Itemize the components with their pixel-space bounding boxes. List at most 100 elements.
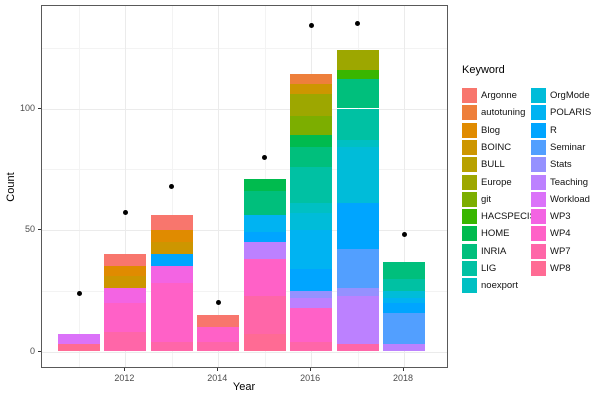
gridline-x-major [218, 6, 220, 367]
legend-swatch-Argonne [462, 88, 477, 103]
bar-segment-2016-git [290, 115, 333, 136]
legend-label: Europe [481, 176, 512, 188]
bar-segment-2018-OrgMode [383, 290, 425, 299]
data-point-2014 [215, 300, 221, 306]
bar-segment-2018-POLARIS [383, 298, 425, 303]
legend-swatch-BOINC [462, 139, 477, 155]
data-point-2012 [122, 210, 128, 216]
y-tick-mark [38, 107, 41, 109]
x-tick-mark [217, 368, 219, 371]
gridline-x-minor [79, 6, 80, 367]
bar-segment-2017-Teaching [336, 295, 379, 345]
bar-segment-2013-Blog [150, 230, 193, 243]
bar-segment-2015-HOME [243, 178, 286, 192]
legend-swatch-WP7 [531, 243, 546, 259]
legend-label: Teaching [550, 176, 589, 188]
legend-label: INRIA [481, 245, 507, 257]
bar-segment-2016-noexport [290, 203, 333, 213]
legend-swatch-noexport [462, 278, 477, 294]
legend-label: noexport [481, 280, 518, 292]
legend-swatch-HOME [462, 226, 477, 242]
bar-segment-2015-INRIA [243, 191, 286, 216]
legend-label: BOINC [481, 141, 512, 153]
bar-segment-2018-LIG [383, 278, 425, 291]
legend-swatch-BULL [462, 157, 477, 173]
legend-swatch-WP8 [531, 261, 546, 276]
x-tick-label: 2018 [392, 373, 414, 383]
x-tick-mark [124, 368, 126, 371]
bar-segment-2016-HOME [290, 135, 333, 148]
bar-segment-2016-WP7 [290, 341, 333, 352]
legend-label: Blog [481, 124, 501, 136]
bar-segment-2017-noexport [336, 140, 379, 148]
legend-label: POLARIS [550, 107, 592, 119]
bar-segment-2015-R [243, 232, 286, 243]
y-axis-title: Count [5, 172, 17, 202]
bar-segment-2017-Seminar [336, 249, 379, 289]
bar-segment-2017-OrgMode [336, 147, 379, 204]
bar-segment-2016-LIG [290, 166, 333, 204]
legend-label: Stats [550, 159, 572, 171]
legend-swatch-git [462, 191, 477, 207]
legend-label: HACSPECIS [481, 211, 536, 223]
legend-swatch-WP3 [531, 209, 546, 225]
data-point-2013 [169, 183, 175, 189]
bar-segment-2015-WP4 [243, 259, 286, 296]
bar-segment-2015-POLARIS [243, 215, 286, 233]
legend-label: OrgMode [550, 90, 590, 101]
data-point-2018 [401, 232, 407, 238]
legend-label: LIG [481, 263, 497, 274]
bar-segment-2011-WP8 [58, 344, 100, 352]
gridline-y-minor [42, 169, 447, 171]
bar-segment-2014-WP7 [197, 341, 240, 352]
y-tick-label: 0 [29, 345, 35, 356]
bar-segment-2016-WP4 [290, 307, 333, 342]
x-tick-label: 2012 [114, 373, 135, 383]
data-point-2017 [355, 20, 361, 26]
legend-swatch-POLARIS [531, 105, 546, 121]
legend-swatch-INRIA [462, 243, 477, 259]
bar-segment-2018-Teaching [383, 344, 425, 352]
legend-label: WP4 [550, 228, 571, 240]
legend-label: Argonne [481, 90, 517, 101]
bar-segment-2015-WP7 [243, 295, 286, 335]
x-tick-mark [310, 368, 312, 371]
data-point-2015 [262, 154, 268, 160]
bar-segment-2016-Europe [290, 93, 333, 116]
bar-segment-2015-WP8 [243, 334, 286, 352]
bar-segment-2016-OrgMode [290, 212, 333, 230]
bar-segment-2011-Workload [58, 334, 100, 345]
bar-segment-2017-Stats [336, 288, 379, 296]
bar-segment-2012-WP4 [104, 302, 147, 333]
legend-label: WP8 [550, 263, 571, 274]
legend-swatch-WP4 [531, 226, 546, 242]
bar-segment-2018-R [383, 302, 425, 313]
bar-segment-2016-INRIA [290, 147, 333, 167]
legend-swatch-Seminar [531, 139, 546, 155]
bar-segment-2018-Seminar [383, 312, 425, 345]
y-tick-mark [38, 350, 41, 352]
legend-swatch-autotuning [462, 105, 477, 121]
bar-segment-2016-Stats [290, 290, 333, 299]
bar-segment-2013-Argonne [150, 215, 193, 230]
plot-panel [41, 5, 448, 368]
legend-label: HOME [481, 228, 510, 240]
legend-swatch-R [531, 122, 546, 138]
bar-segment-2012-WP7 [104, 332, 147, 352]
bar-segment-2012-WP3 [104, 288, 147, 303]
gridline-y-minor [42, 47, 447, 49]
bar-segment-2016-Teaching [290, 298, 333, 308]
bar-segment-2013-BOINC [150, 242, 193, 255]
legend: Keyword Argonne autotuning Blog BOINC BULL Eu… [460, 64, 598, 294]
bar-segment-2014-WP4 [197, 327, 240, 342]
gridline-y-major [42, 108, 447, 110]
x-tick-label: 2016 [300, 373, 321, 383]
legend-swatch-LIG [462, 261, 477, 276]
legend-label: autotuning [481, 107, 526, 119]
y-tick-label: 50 [24, 224, 35, 234]
legend-label: R [550, 124, 557, 136]
legend-label: WP7 [550, 245, 571, 257]
data-point-2011 [76, 290, 82, 296]
x-tick-mark [403, 368, 404, 371]
